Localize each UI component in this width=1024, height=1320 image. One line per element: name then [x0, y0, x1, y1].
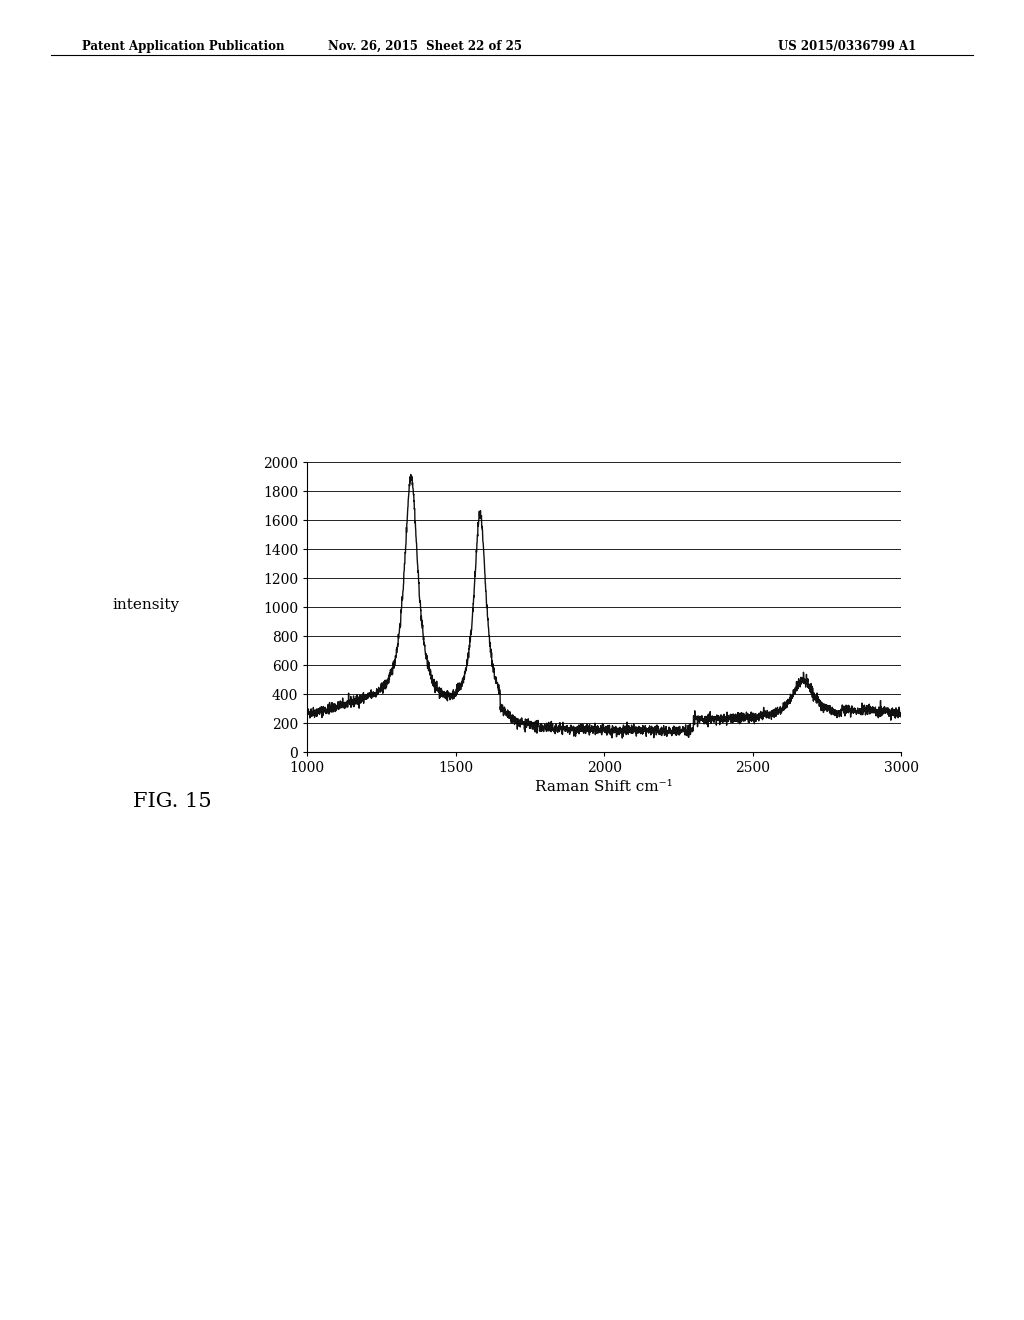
Text: intensity: intensity — [112, 598, 179, 611]
X-axis label: Raman Shift cm⁻¹: Raman Shift cm⁻¹ — [536, 780, 673, 793]
Text: US 2015/0336799 A1: US 2015/0336799 A1 — [778, 40, 916, 53]
Text: FIG. 15: FIG. 15 — [133, 792, 212, 810]
Text: Nov. 26, 2015  Sheet 22 of 25: Nov. 26, 2015 Sheet 22 of 25 — [328, 40, 522, 53]
Text: Patent Application Publication: Patent Application Publication — [82, 40, 285, 53]
